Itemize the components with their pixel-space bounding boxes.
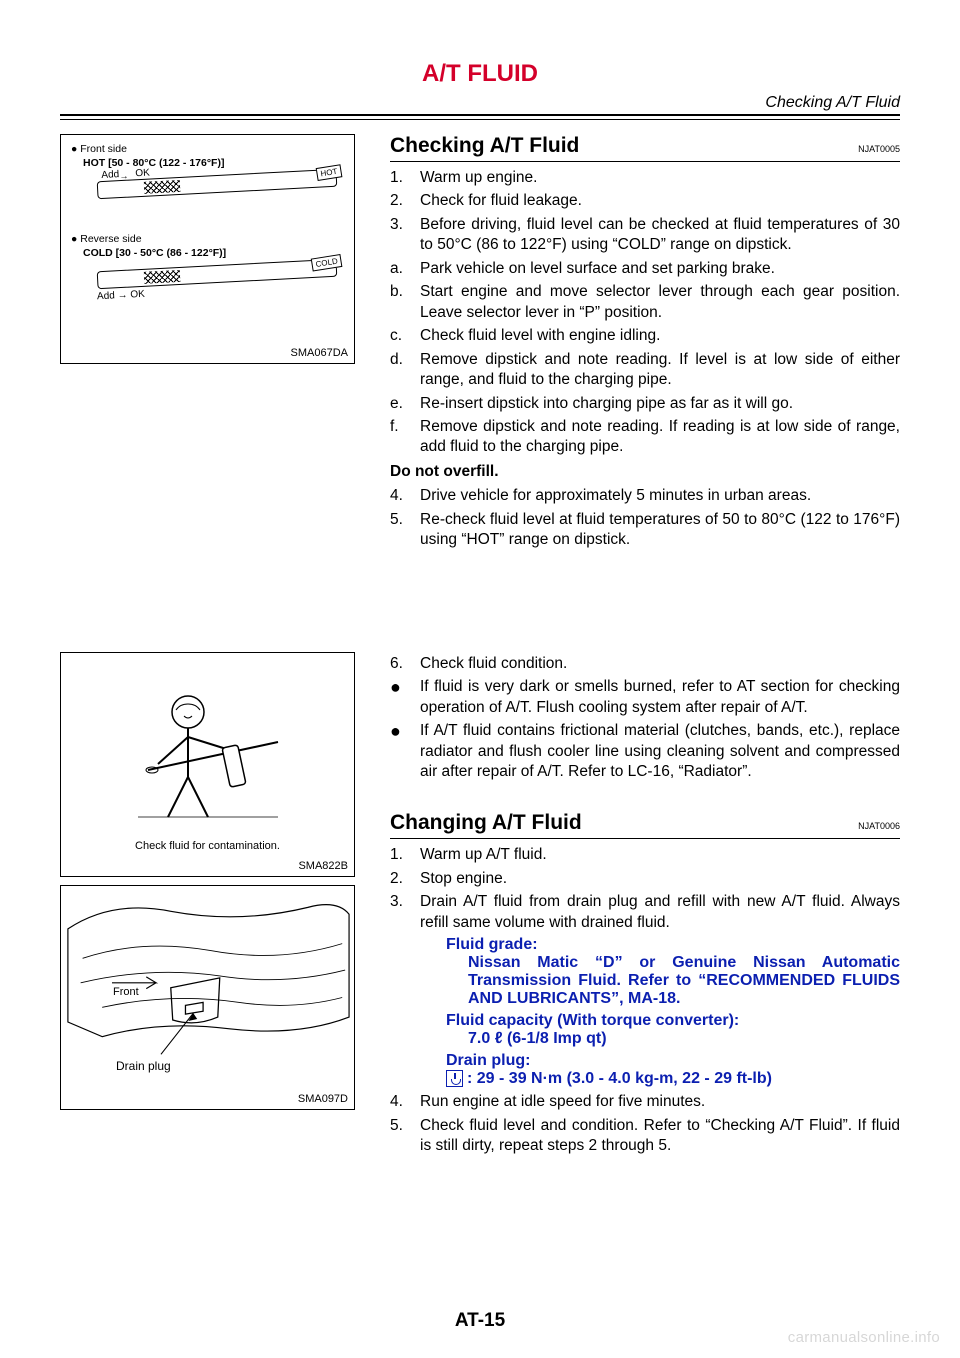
fig3-code: SMA097D [298,1093,348,1105]
fig3-drain-label-html: Drain plug [116,1059,171,1073]
fig2-code: SMA822B [298,860,348,872]
section1-step-6: 6.Check fluid condition. [390,654,900,674]
section2-steps-123: 1.Warm up A/T fluid. 2.Stop engine. 3.Drai… [390,845,900,933]
fig3-front-label-html: Front [113,986,139,998]
watermark: carmanualsonline.info [788,1329,940,1346]
list-item: 2.Stop engine. [390,869,900,889]
list-item: c.Check fluid level with engine idling. [390,326,900,346]
section-changing-title: Changing A/T Fluid NJAT0006 [390,811,900,839]
fig1-front-bullet: ● Front side [71,143,346,155]
figure-contamination: Check fluid for contamination. SMA822B [60,652,355,877]
list-item: ●If fluid is very dark or smells burned,… [390,677,900,718]
fluid-specs: Fluid grade: Nissan Matic “D” or Genuine… [446,936,900,1088]
overfill-warning: Do not overfill. [390,462,900,482]
figure-drain-plug: Front Drain plug SMA097D [60,885,355,1110]
section1-steps-abc: a.Park vehicle on level surface and set … [390,259,900,458]
divider-thick [60,114,900,116]
fig1-rev-bullet: ● Reverse side [71,233,346,245]
list-item: b.Start engine and move selector lever t… [390,282,900,323]
fig2-caption: Check fluid for contamination. [135,840,280,852]
list-item: a.Park vehicle on level surface and set … [390,259,900,279]
list-item: d.Remove dipstick and note reading. If l… [390,350,900,391]
fluid-cap-label: Fluid capacity (With torque converter): [446,1012,900,1030]
list-item: f.Remove dipstick and note reading. If r… [390,417,900,458]
header-title: A/T FLUID [60,60,900,88]
list-item: e.Re-insert dipstick into charging pipe … [390,394,900,414]
section1-code: NJAT0005 [858,144,900,154]
list-item: 1.Warm up A/T fluid. [390,845,900,865]
section-checking-title: Checking A/T Fluid NJAT0005 [390,134,900,162]
section1-steps-45: 4.Drive vehicle for approximately 5 minu… [390,486,900,550]
section1-steps-123: 1.Warm up engine. 2.Check for fluid leaka… [390,168,900,256]
list-item: 4.Drive vehicle for approximately 5 minu… [390,486,900,506]
drain-plug-value: : 29 - 39 N·m (3.0 - 4.0 kg-m, 22 - 29 f… [446,1070,900,1088]
fluid-grade-value: Nissan Matic “D” or Genuine Nissan Autom… [468,954,900,1008]
fig1-rev-line: COLD [30 - 50°C (86 - 122°F)] [83,247,346,259]
drain-plug-label: Drain plug: [446,1052,900,1070]
fig1-hot-tag: HOT [316,164,343,181]
list-item: 5.Re-check fluid level at fluid temperat… [390,510,900,551]
section1-bullets: ●If fluid is very dark or smells burned,… [390,677,900,782]
list-item: 4.Run engine at idle speed for five minu… [390,1092,900,1112]
list-item: 3.Before driving, fluid level can be che… [390,215,900,256]
divider-thin [60,119,900,120]
section2-steps-45: 4.Run engine at idle speed for five minu… [390,1092,900,1156]
figure-dipstick: ● Front side HOT [50 - 80°C (122 - 176°F… [60,134,355,364]
list-item: ●If A/T fluid contains frictional materi… [390,721,900,782]
list-item: 3.Drain A/T fluid from drain plug and re… [390,892,900,933]
fig1-code: SMA067DA [291,347,348,359]
section2-code: NJAT0006 [858,821,900,831]
list-item: 2.Check for fluid leakage. [390,191,900,211]
header-subtitle: Checking A/T Fluid [60,94,900,112]
fig1-add-top: Add [101,169,119,181]
list-item: 5.Check fluid level and condition. Refer… [390,1116,900,1157]
list-item: 1.Warm up engine. [390,168,900,188]
fig1-ok-top: OK [135,168,150,180]
fluid-cap-value: 7.0 ℓ (6-1/8 Imp qt) [468,1030,900,1048]
torque-icon [446,1070,463,1087]
fig1-front-line: HOT [50 - 80°C (122 - 176°F)] [83,157,346,169]
fluid-grade-label: Fluid grade: [446,936,900,954]
